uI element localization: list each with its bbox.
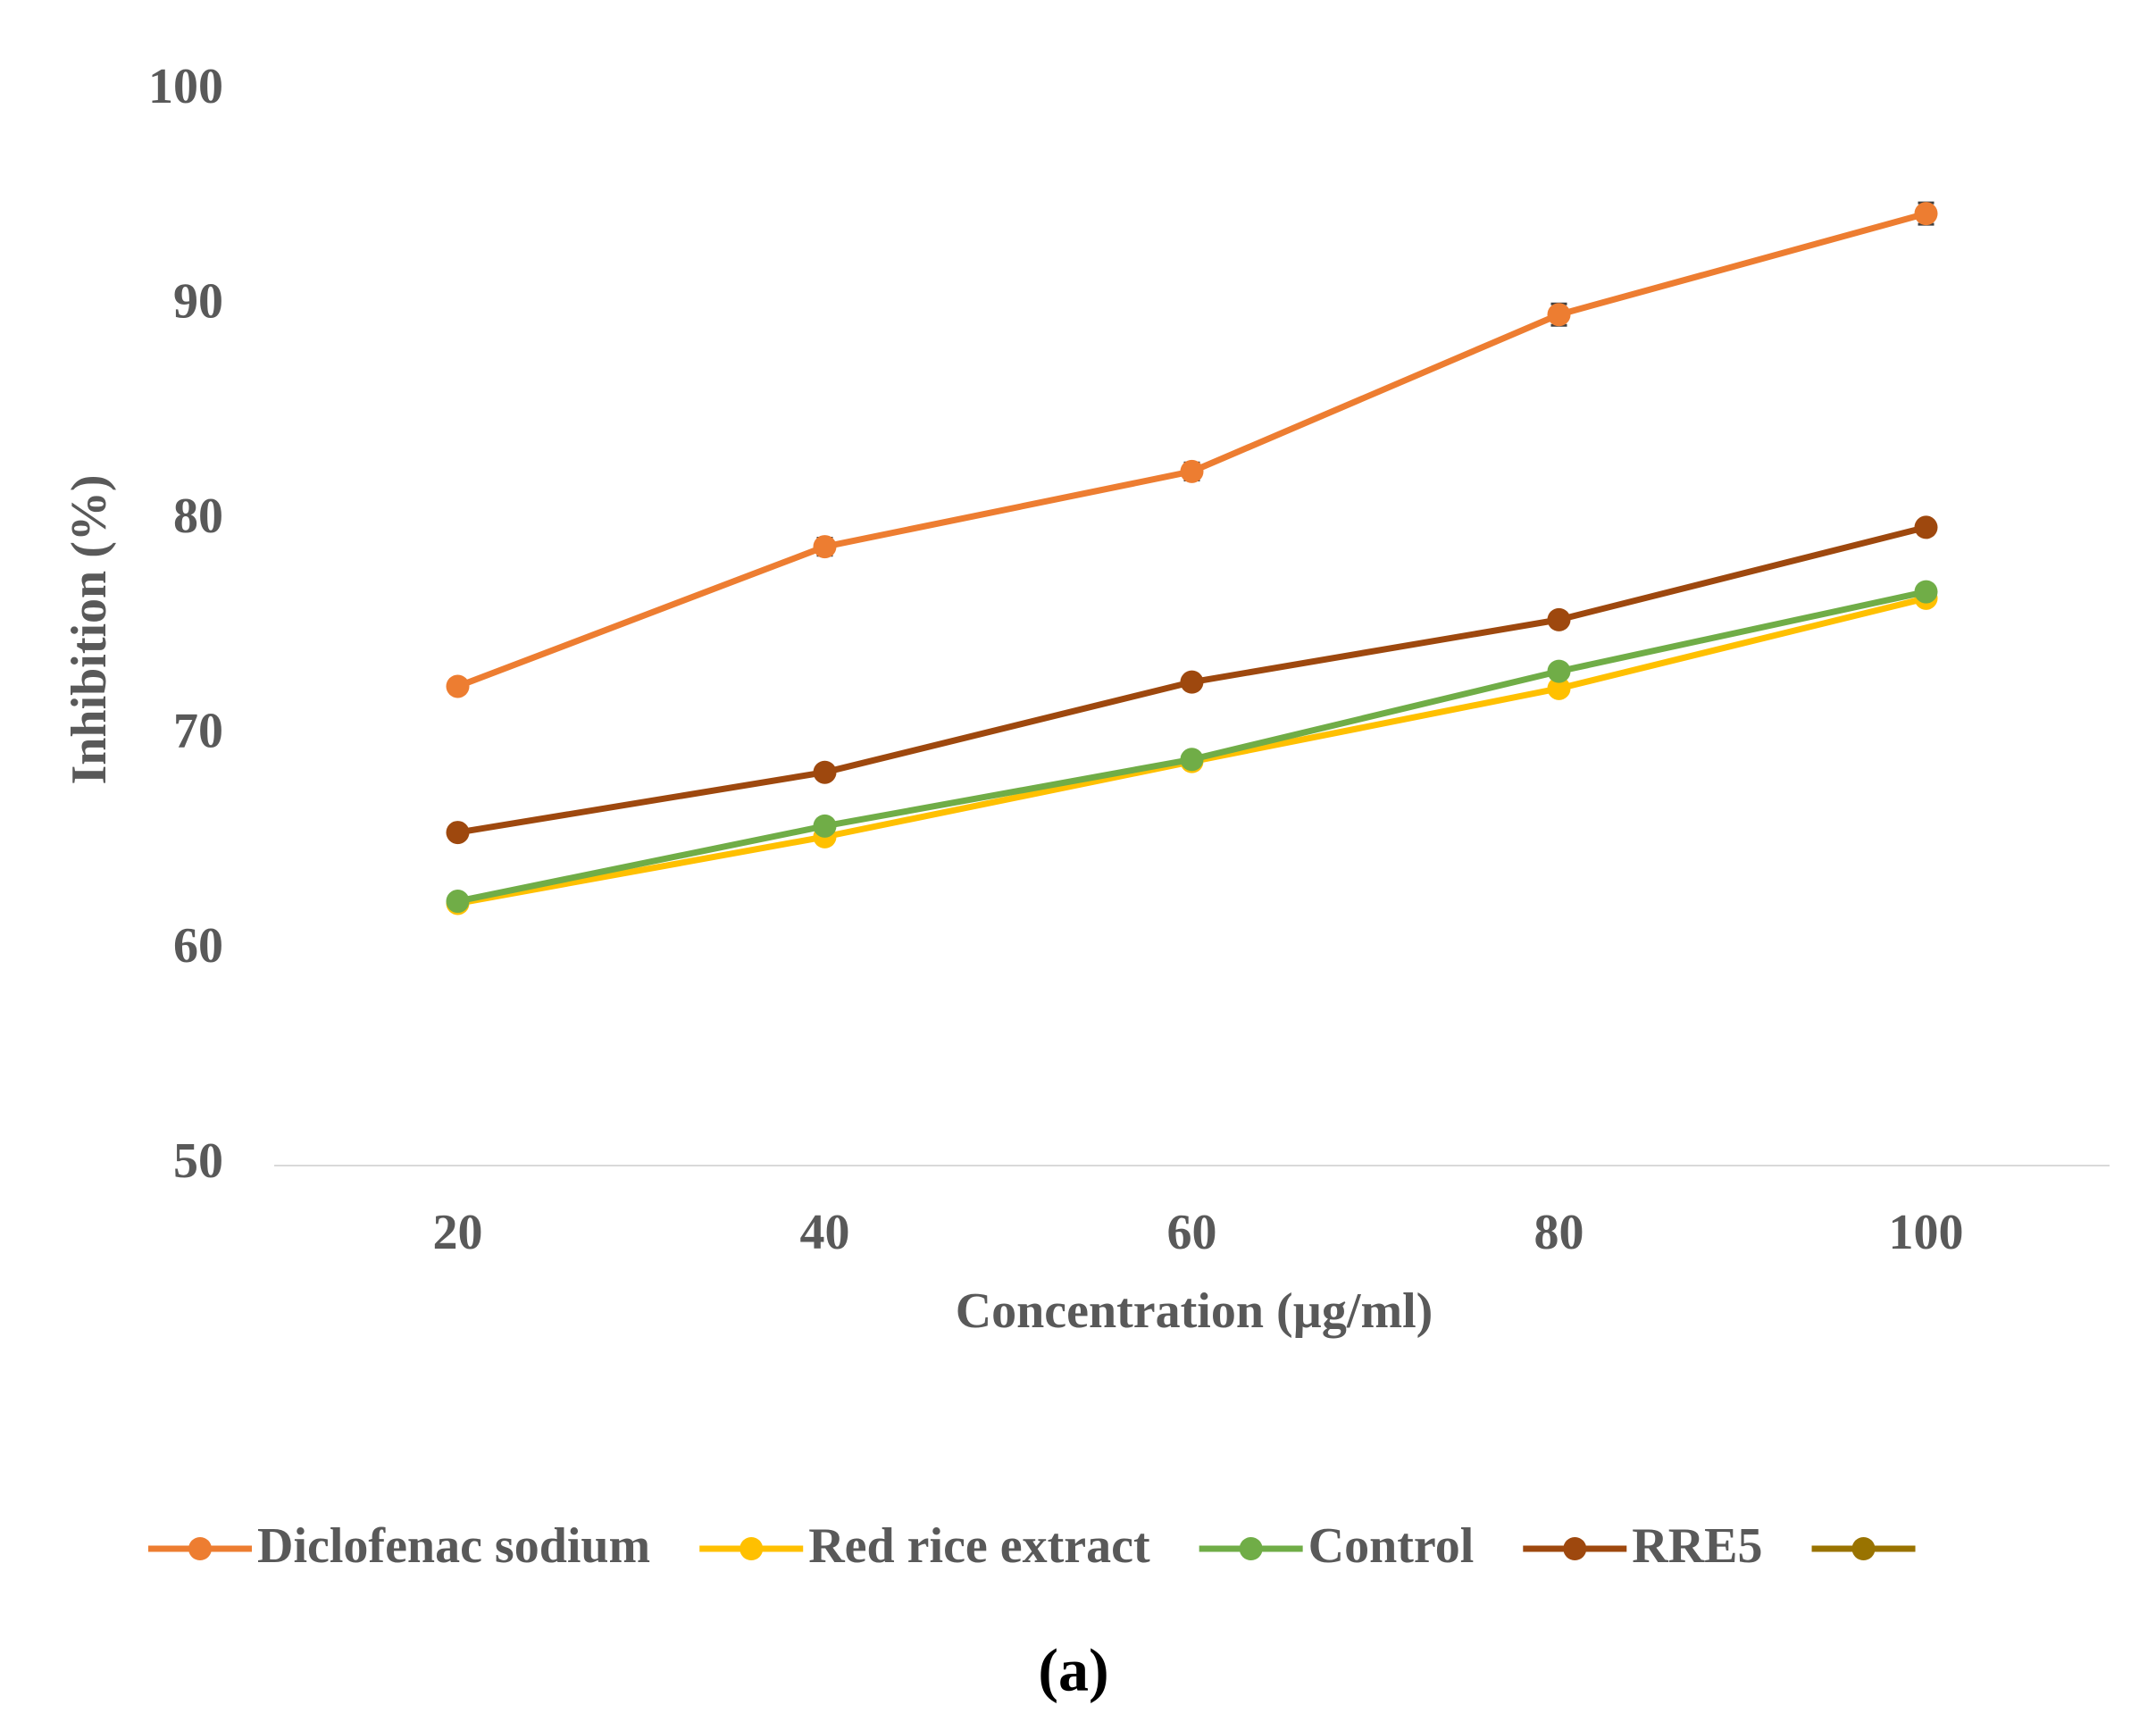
- x-tick-label: 20: [433, 1205, 483, 1260]
- marker: [1180, 670, 1204, 694]
- marker: [1914, 515, 1938, 539]
- y-tick-label: 50: [173, 1133, 223, 1189]
- legend-marker: [1239, 1537, 1263, 1560]
- legend-label: Diclofenac sodium: [257, 1518, 650, 1574]
- marker: [1180, 459, 1204, 483]
- y-axis-label: Inhibition (%): [62, 475, 117, 785]
- x-tick-label: 60: [1167, 1205, 1217, 1260]
- marker: [813, 760, 837, 784]
- marker: [446, 890, 470, 914]
- marker: [1180, 748, 1204, 772]
- y-tick-label: 100: [148, 59, 223, 114]
- x-tick-label: 40: [800, 1205, 850, 1260]
- series-line: [456, 589, 1927, 905]
- x-tick-label: 80: [1534, 1205, 1584, 1260]
- y-tick-label: 60: [173, 918, 223, 974]
- legend-marker: [1851, 1537, 1876, 1560]
- legend-marker: [740, 1537, 764, 1560]
- x-tick-label: 100: [1889, 1205, 1964, 1260]
- marker: [813, 814, 837, 838]
- marker: [1547, 659, 1571, 683]
- caption: (a): [1038, 1636, 1108, 1704]
- marker: [1914, 580, 1938, 604]
- marker: [446, 674, 470, 698]
- marker: [813, 535, 837, 559]
- marker: [1547, 303, 1571, 327]
- marker: [1914, 202, 1938, 226]
- legend-marker: [188, 1537, 212, 1560]
- marker: [446, 821, 470, 845]
- y-tick-label: 90: [173, 273, 223, 329]
- y-tick-label: 70: [173, 704, 223, 759]
- x-axis-label: Concentration (µg/ml): [956, 1283, 1433, 1339]
- legend-label: Control: [1308, 1518, 1475, 1574]
- marker: [1547, 676, 1571, 700]
- legend-label: RRE5: [1632, 1518, 1762, 1574]
- legend-marker: [1563, 1537, 1587, 1560]
- marker: [1547, 607, 1571, 631]
- y-tick-label: 80: [173, 489, 223, 544]
- series-line: [456, 210, 1927, 690]
- legend-label: Red rice extract: [808, 1518, 1150, 1574]
